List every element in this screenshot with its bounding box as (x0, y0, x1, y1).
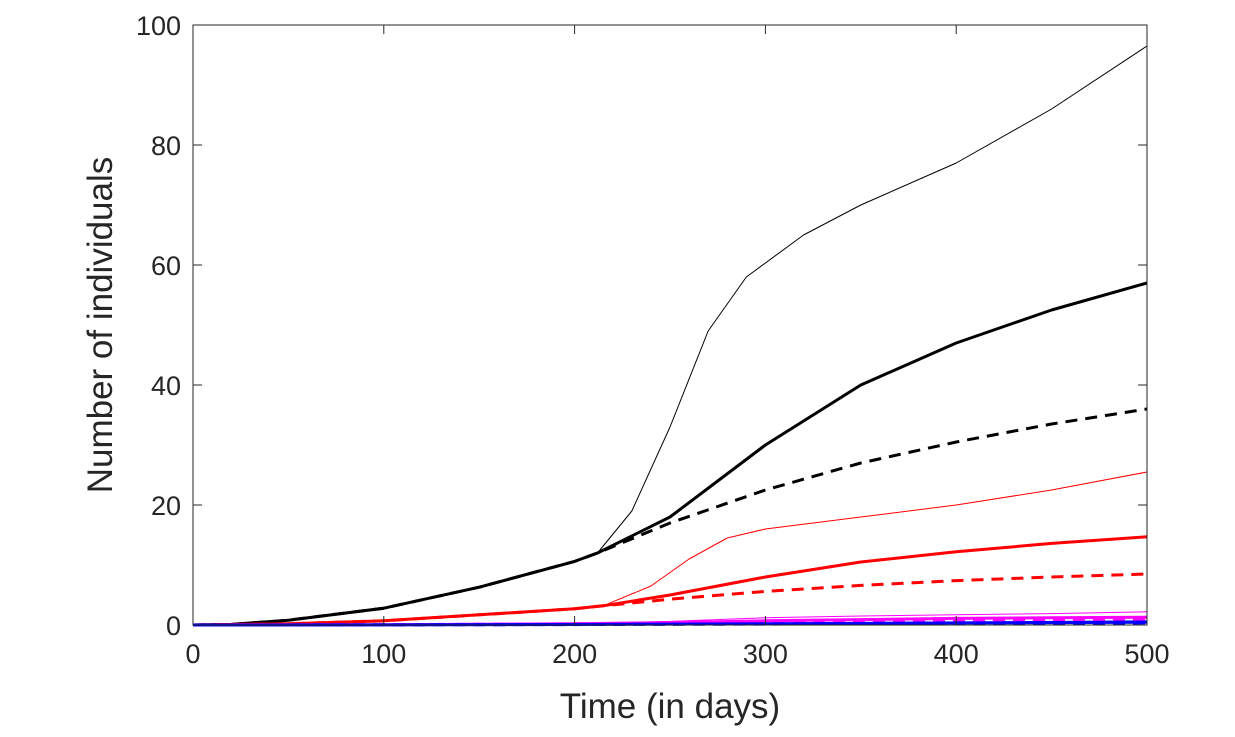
y-tick-label: 80 (151, 131, 181, 161)
y-tick-label: 60 (151, 251, 181, 281)
y-tick-label: 0 (166, 611, 181, 641)
series-line-6 (192, 572, 1148, 627)
x-tick-label: 200 (552, 639, 597, 669)
series-line-3 (192, 407, 1148, 627)
plot-frame (192, 24, 1148, 626)
x-tick-label: 400 (934, 639, 979, 669)
y-tick-label: 100 (136, 11, 181, 41)
series-line-1 (192, 45, 1148, 626)
series-layer (192, 45, 1148, 627)
y-tick-label: 40 (151, 371, 181, 401)
x-tick-label: 300 (743, 639, 788, 669)
ticks-layer: 0 100 200 300 400 500 0 20 40 60 80 100 (136, 11, 1170, 669)
x-tick-label: 100 (361, 639, 406, 669)
y-tick-label: 20 (151, 491, 181, 521)
y-axis-title: Number of individuals (81, 157, 120, 494)
x-axis-title: Time (in days) (560, 687, 780, 726)
series-line-5 (192, 535, 1148, 627)
x-tick-label: 0 (185, 639, 200, 669)
x-tick-label: 500 (1124, 639, 1169, 669)
series-line-9 (192, 617, 1148, 627)
series-line-2 (192, 281, 1148, 627)
